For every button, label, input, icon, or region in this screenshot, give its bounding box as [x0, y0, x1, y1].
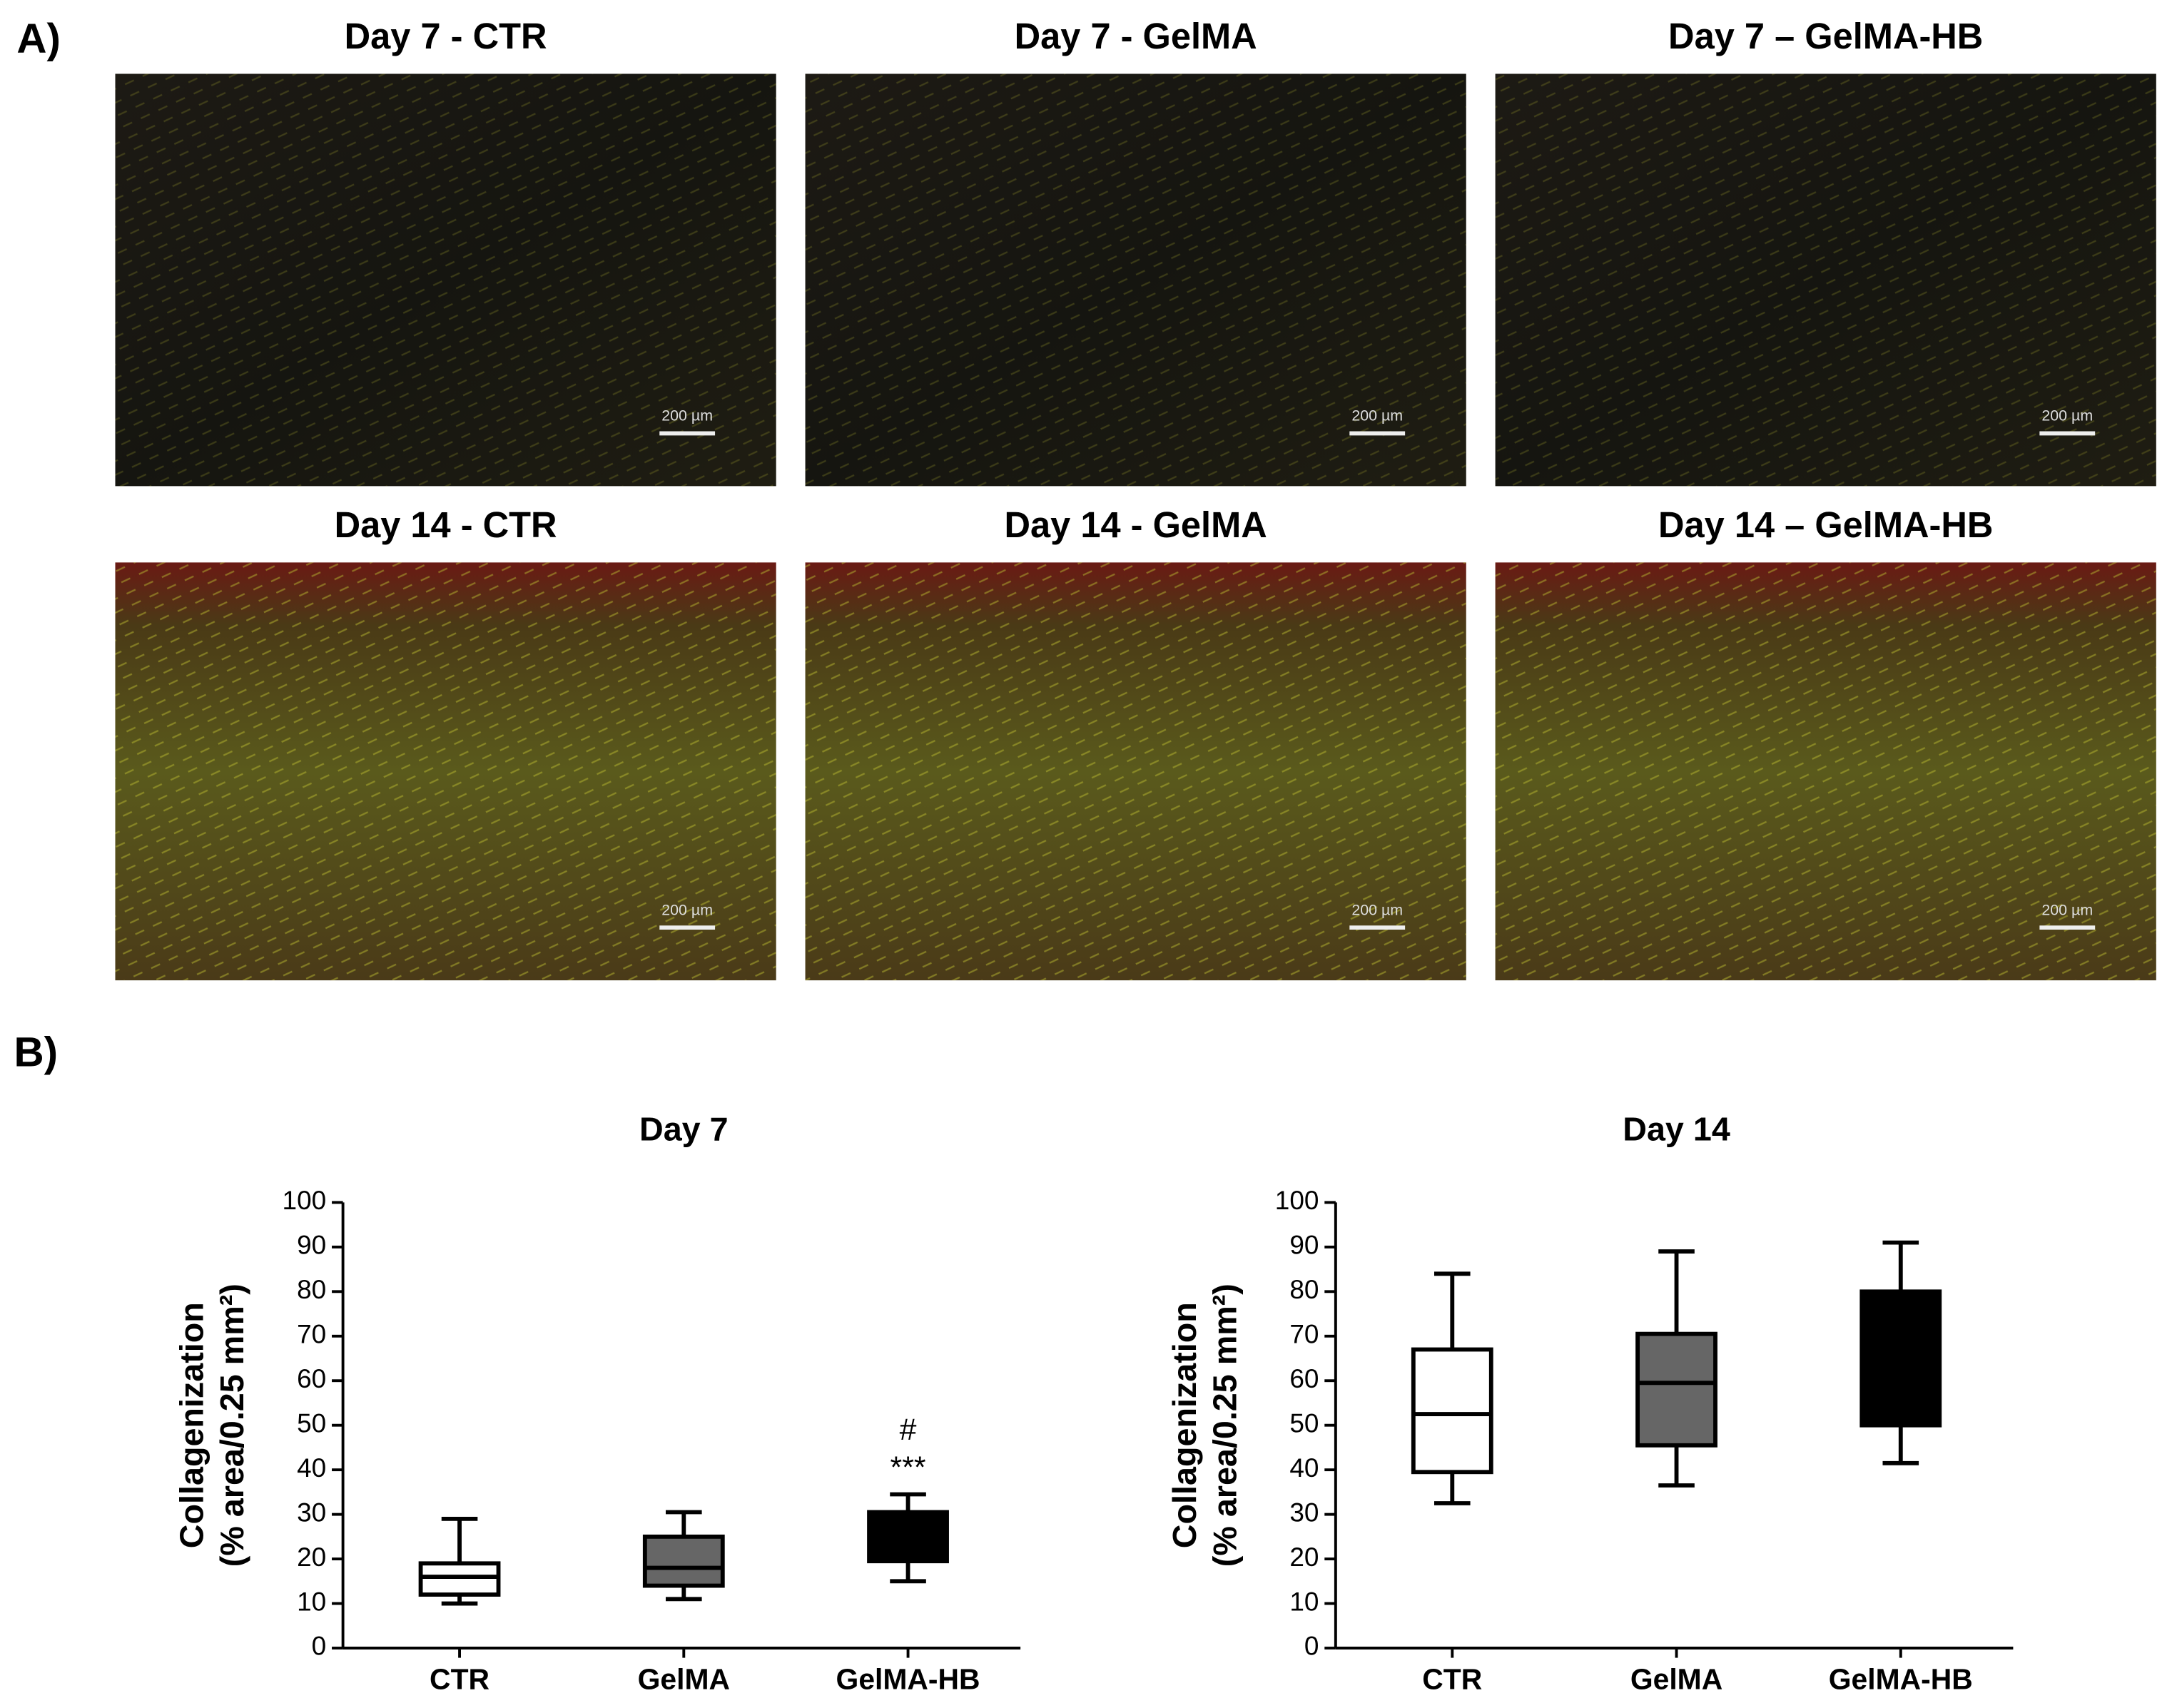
significance-mark: # — [900, 1413, 917, 1447]
box — [418, 1561, 501, 1597]
micrograph-texture — [1495, 562, 2156, 981]
y-tick-label: 100 — [283, 1186, 327, 1215]
panel-label: B) — [14, 1030, 58, 1076]
scale-bar-label: 200 µm — [2041, 407, 2093, 425]
chart-title: Day 7 — [639, 1110, 729, 1147]
scale-bar-label: 200 µm — [661, 901, 713, 918]
micrograph-texture — [1495, 73, 2156, 487]
y-tick-label: 80 — [297, 1275, 326, 1304]
y-tick-label: 0 — [312, 1632, 327, 1661]
y-axis-label: (% area/0.25 mm²) — [1206, 1283, 1243, 1567]
y-tick-label: 70 — [297, 1320, 326, 1349]
y-tick-label: 90 — [297, 1231, 326, 1260]
x-tick-label: GelMA — [1630, 1662, 1722, 1695]
x-tick-label: GelMA-HB — [836, 1662, 980, 1695]
y-tick-label: 90 — [1289, 1231, 1319, 1260]
y-tick-label: 50 — [1289, 1408, 1319, 1438]
y-tick-label: 50 — [297, 1408, 326, 1438]
box — [1411, 1347, 1493, 1475]
y-axis-label: (% area/0.25 mm²) — [213, 1283, 250, 1567]
y-tick-label: 0 — [1304, 1632, 1319, 1661]
panel-label: A) — [16, 16, 61, 62]
y-tick-label: 60 — [1289, 1364, 1319, 1393]
scale-bar-label: 200 µm — [1351, 407, 1403, 425]
y-tick-label: 30 — [297, 1498, 326, 1527]
micrograph-texture — [115, 73, 776, 487]
y-tick-label: 20 — [1289, 1542, 1319, 1572]
image-caption: Day 14 - CTR — [335, 504, 557, 545]
y-tick-label: 40 — [1289, 1453, 1319, 1483]
image-caption: Day 7 - CTR — [345, 16, 547, 56]
micrograph-texture — [115, 562, 776, 981]
y-tick-label: 10 — [297, 1587, 326, 1616]
y-tick-label: 20 — [297, 1542, 326, 1572]
significance-mark: *** — [890, 1450, 926, 1485]
x-tick-label: CTR — [430, 1662, 489, 1695]
layout: A) B) Day 7 - CTR 200 µm Day 7 - GelMA 200 µm… — [14, 16, 2156, 1695]
scale-bar-label: 200 µm — [2041, 901, 2093, 918]
image-caption: Day 7 – GelMA-HB — [1668, 16, 1983, 56]
x-tick-label: CTR — [1422, 1662, 1482, 1695]
image-caption: Day 14 – GelMA-HB — [1658, 504, 1993, 545]
x-tick-label: GelMA-HB — [1829, 1662, 1973, 1695]
y-tick-label: 80 — [1289, 1275, 1319, 1304]
box — [642, 1534, 725, 1588]
micrograph-texture — [805, 562, 1466, 981]
y-tick-label: 30 — [1289, 1498, 1319, 1527]
x-tick-label: GelMA — [638, 1662, 730, 1695]
y-tick-label: 40 — [297, 1453, 326, 1483]
y-axis-label: Collagenization — [1166, 1302, 1203, 1548]
y-axis-label: Collagenization — [173, 1302, 210, 1548]
image-caption: Day 7 - GelMA — [1015, 16, 1257, 56]
box — [1635, 1331, 1717, 1448]
image-caption: Day 14 - GelMA — [1005, 504, 1267, 545]
chart-title: Day 14 — [1623, 1110, 1730, 1147]
y-tick-label: 100 — [1275, 1186, 1319, 1215]
y-tick-label: 10 — [1289, 1587, 1319, 1616]
y-tick-label: 60 — [297, 1364, 326, 1393]
scale-bar-label: 200 µm — [661, 407, 713, 425]
y-tick-label: 70 — [1289, 1320, 1319, 1349]
scale-bar-label: 200 µm — [1351, 901, 1403, 918]
micrograph-texture — [805, 73, 1466, 487]
